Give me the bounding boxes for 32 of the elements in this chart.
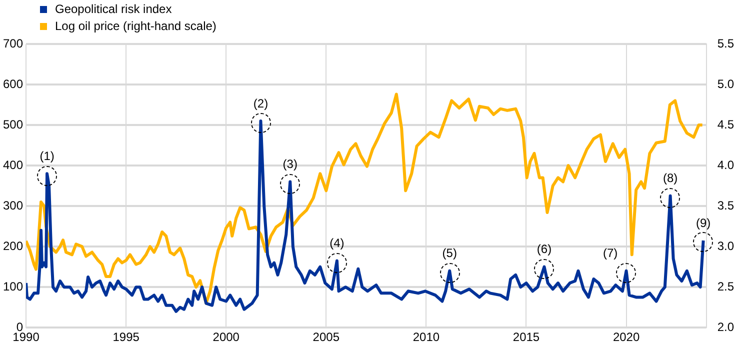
y-tick-label: 500 <box>2 117 24 132</box>
x-tick-label: 2005 <box>312 330 340 344</box>
x-tick-label: 2015 <box>512 330 540 344</box>
x-tick-label: 2020 <box>612 330 640 344</box>
x-tick-label: 2000 <box>212 330 240 344</box>
annotation: (2) <box>253 96 268 110</box>
y2-tick-label: 3.5 <box>717 198 734 212</box>
y-tick-label: 300 <box>2 198 24 212</box>
x-tick-label: 2010 <box>412 330 440 344</box>
y2-tick-label: 5.0 <box>717 76 734 91</box>
y2-tick-label: 5.5 <box>717 36 734 50</box>
legend-label: Geopolitical risk index <box>55 1 172 17</box>
y2-tick-label: 2.5 <box>717 279 734 294</box>
x-tick-label: 1995 <box>112 330 140 344</box>
y-tick-label: 200 <box>2 238 24 253</box>
annotation: (5) <box>442 246 457 260</box>
y2-tick-label: 2.0 <box>717 320 734 334</box>
y-tick-label: 600 <box>2 76 24 91</box>
y2-tick-label: 4.0 <box>717 158 734 172</box>
annotation: (1) <box>40 148 54 163</box>
y-tick-label: 100 <box>2 279 24 294</box>
annotation: (6) <box>536 242 552 256</box>
annotation: (3) <box>282 157 298 172</box>
annotation: (4) <box>330 236 344 250</box>
y2-tick-label: 4.5 <box>717 117 734 132</box>
y-tick-label: 700 <box>2 36 24 50</box>
y-tick-label: 400 <box>2 158 24 172</box>
annotation: (7) <box>602 246 618 260</box>
legend-label: Log oil price (right-hand scale) <box>55 18 216 34</box>
annotation: (9) <box>696 216 711 230</box>
annotation: (8) <box>662 171 678 186</box>
y2-tick-label: 3.0 <box>717 238 734 253</box>
